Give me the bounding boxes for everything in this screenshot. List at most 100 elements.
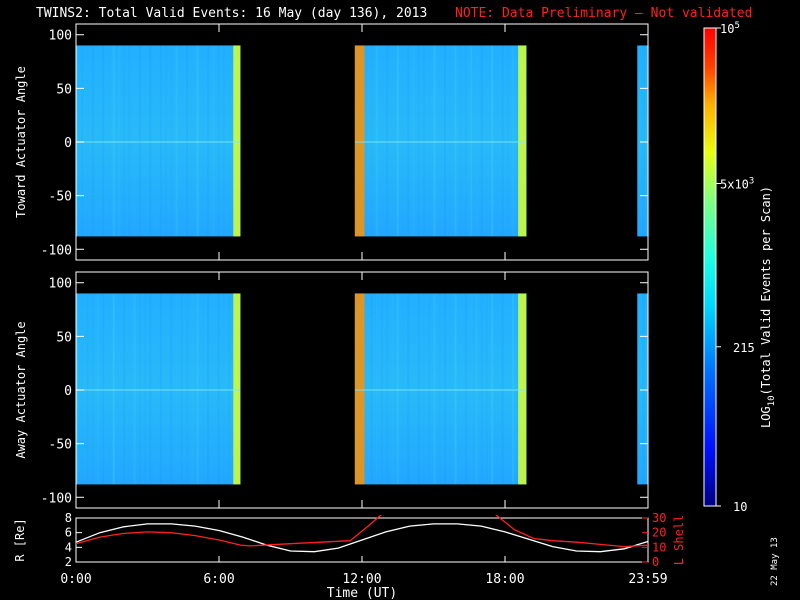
colorbar-tick-label: 215 — [733, 341, 755, 355]
heatmap-stripe — [396, 45, 399, 237]
x-tick-label: 12:00 — [342, 572, 381, 587]
y-tick-label: 4 — [65, 540, 72, 554]
heatmap-block — [637, 45, 648, 237]
heatmap-stripe — [501, 293, 504, 485]
heatmap-stripe — [417, 45, 420, 237]
heatmap-stripe — [375, 45, 378, 237]
enhanced-band — [233, 293, 241, 485]
heatmap-stripe — [91, 45, 94, 237]
heatmap-stripe — [491, 293, 494, 485]
heatmap-stripe — [459, 45, 462, 237]
heatmap-stripe — [402, 45, 404, 236]
heatmap-stripe — [407, 293, 410, 485]
heatmap-stripe — [470, 293, 473, 485]
y-tick-label: 0 — [64, 136, 72, 151]
heatmap-stripe — [138, 293, 141, 485]
heatmap-stripe — [212, 45, 215, 237]
heatmap-stripe — [228, 45, 231, 237]
y-axis-label: Away Actuator Angle — [14, 321, 28, 458]
date-stamp: 22 May 13 — [770, 537, 780, 586]
heatmap-stripe — [386, 293, 389, 485]
heatmap-stripe — [123, 45, 126, 237]
heatmap-stripe — [202, 293, 204, 484]
y-tick-label: 6 — [65, 526, 72, 540]
enhanced-band — [518, 45, 527, 237]
colorbar — [703, 27, 717, 507]
heatmap-stripe — [217, 45, 220, 237]
heatmap-stripe — [433, 293, 436, 485]
y-tick-label: 50 — [56, 82, 72, 97]
heatmap-stripe — [443, 45, 446, 237]
heatmap-stripe — [423, 45, 426, 237]
heatmap-stripe — [642, 45, 645, 237]
heatmap-stripe — [133, 293, 136, 485]
heatmap-stripe — [454, 45, 457, 237]
heatmap-block — [637, 293, 648, 485]
heatmap-stripe — [365, 45, 368, 237]
y-axis-label: R [Re] — [13, 518, 27, 561]
heatmap-stripe — [464, 293, 467, 485]
y-tick-label: 0 — [64, 384, 72, 399]
chart-title: TWINS2: Total Valid Events: 16 May (day … — [36, 6, 428, 21]
y-axis-label: Toward Actuator Angle — [14, 66, 28, 218]
heatmap-stripe — [386, 45, 389, 237]
heatmap-stripe — [149, 45, 152, 237]
enhanced-band — [518, 293, 527, 485]
heatmap-stripe — [464, 45, 467, 237]
heatmap-stripe — [412, 45, 415, 237]
heatmap-stripe — [423, 293, 426, 485]
heatmap-stripe — [396, 293, 399, 485]
x-tick-label: 18:00 — [485, 572, 524, 587]
y-tick-label: 50 — [56, 330, 72, 345]
y2-axis-label: L Shell — [672, 515, 686, 566]
y-tick-label: 8 — [65, 511, 72, 525]
heatmap-stripe — [86, 45, 88, 236]
colorbar-tick-label: 105 — [720, 21, 740, 36]
heatmap-stripe — [207, 45, 210, 237]
heatmap-stripe — [76, 293, 78, 485]
heatmap-stripe — [438, 293, 441, 485]
heatmap-stripe — [222, 45, 225, 237]
heatmap-stripe — [202, 45, 204, 236]
enhanced-band — [354, 293, 365, 485]
heatmap-stripe — [475, 293, 478, 485]
y-tick-label: 2 — [65, 555, 72, 569]
heatmap-stripe — [138, 45, 141, 237]
enhanced-band — [354, 45, 365, 237]
heatmap-stripe — [370, 293, 373, 485]
heatmap-stripe — [128, 45, 131, 237]
heatmap-stripe — [375, 293, 378, 485]
heatmap-stripe — [480, 293, 483, 485]
heatmap-stripe — [149, 293, 152, 485]
heatmap-stripe — [91, 293, 94, 485]
y-tick-label: 100 — [49, 277, 72, 292]
y-tick-label: 100 — [49, 29, 72, 44]
heatmap-stripe — [647, 45, 650, 237]
heatmap-stripe — [207, 293, 210, 485]
heatmap-stripe — [170, 45, 173, 237]
heatmap-stripe — [159, 45, 162, 237]
title-bar: TWINS2: Total Valid Events: 16 May (day … — [0, 6, 800, 24]
heatmap-stripe — [485, 293, 488, 485]
heatmap-stripe — [107, 45, 109, 236]
heatmap-stripe — [123, 293, 126, 485]
heatmap-stripe — [128, 293, 130, 484]
y2-tick-label: 20 — [652, 526, 666, 540]
enhanced-band — [233, 45, 241, 237]
heatmap-stripe — [112, 293, 115, 485]
heatmap-stripe — [428, 293, 431, 485]
heatmap-block — [354, 293, 527, 485]
series-line — [76, 523, 648, 553]
heatmap-stripe — [480, 45, 483, 237]
heatmap-stripe — [196, 293, 199, 485]
x-tick-label: 6:00 — [203, 572, 234, 587]
heatmap-stripe — [186, 45, 189, 237]
heatmap-stripe — [186, 293, 189, 485]
heatmap-block — [354, 45, 527, 237]
heatmap-stripe — [228, 293, 231, 485]
heatmap-stripe — [443, 293, 446, 485]
heatmap-stripe — [76, 45, 78, 237]
series-line — [76, 515, 648, 548]
y-tick-label: -50 — [49, 190, 72, 205]
